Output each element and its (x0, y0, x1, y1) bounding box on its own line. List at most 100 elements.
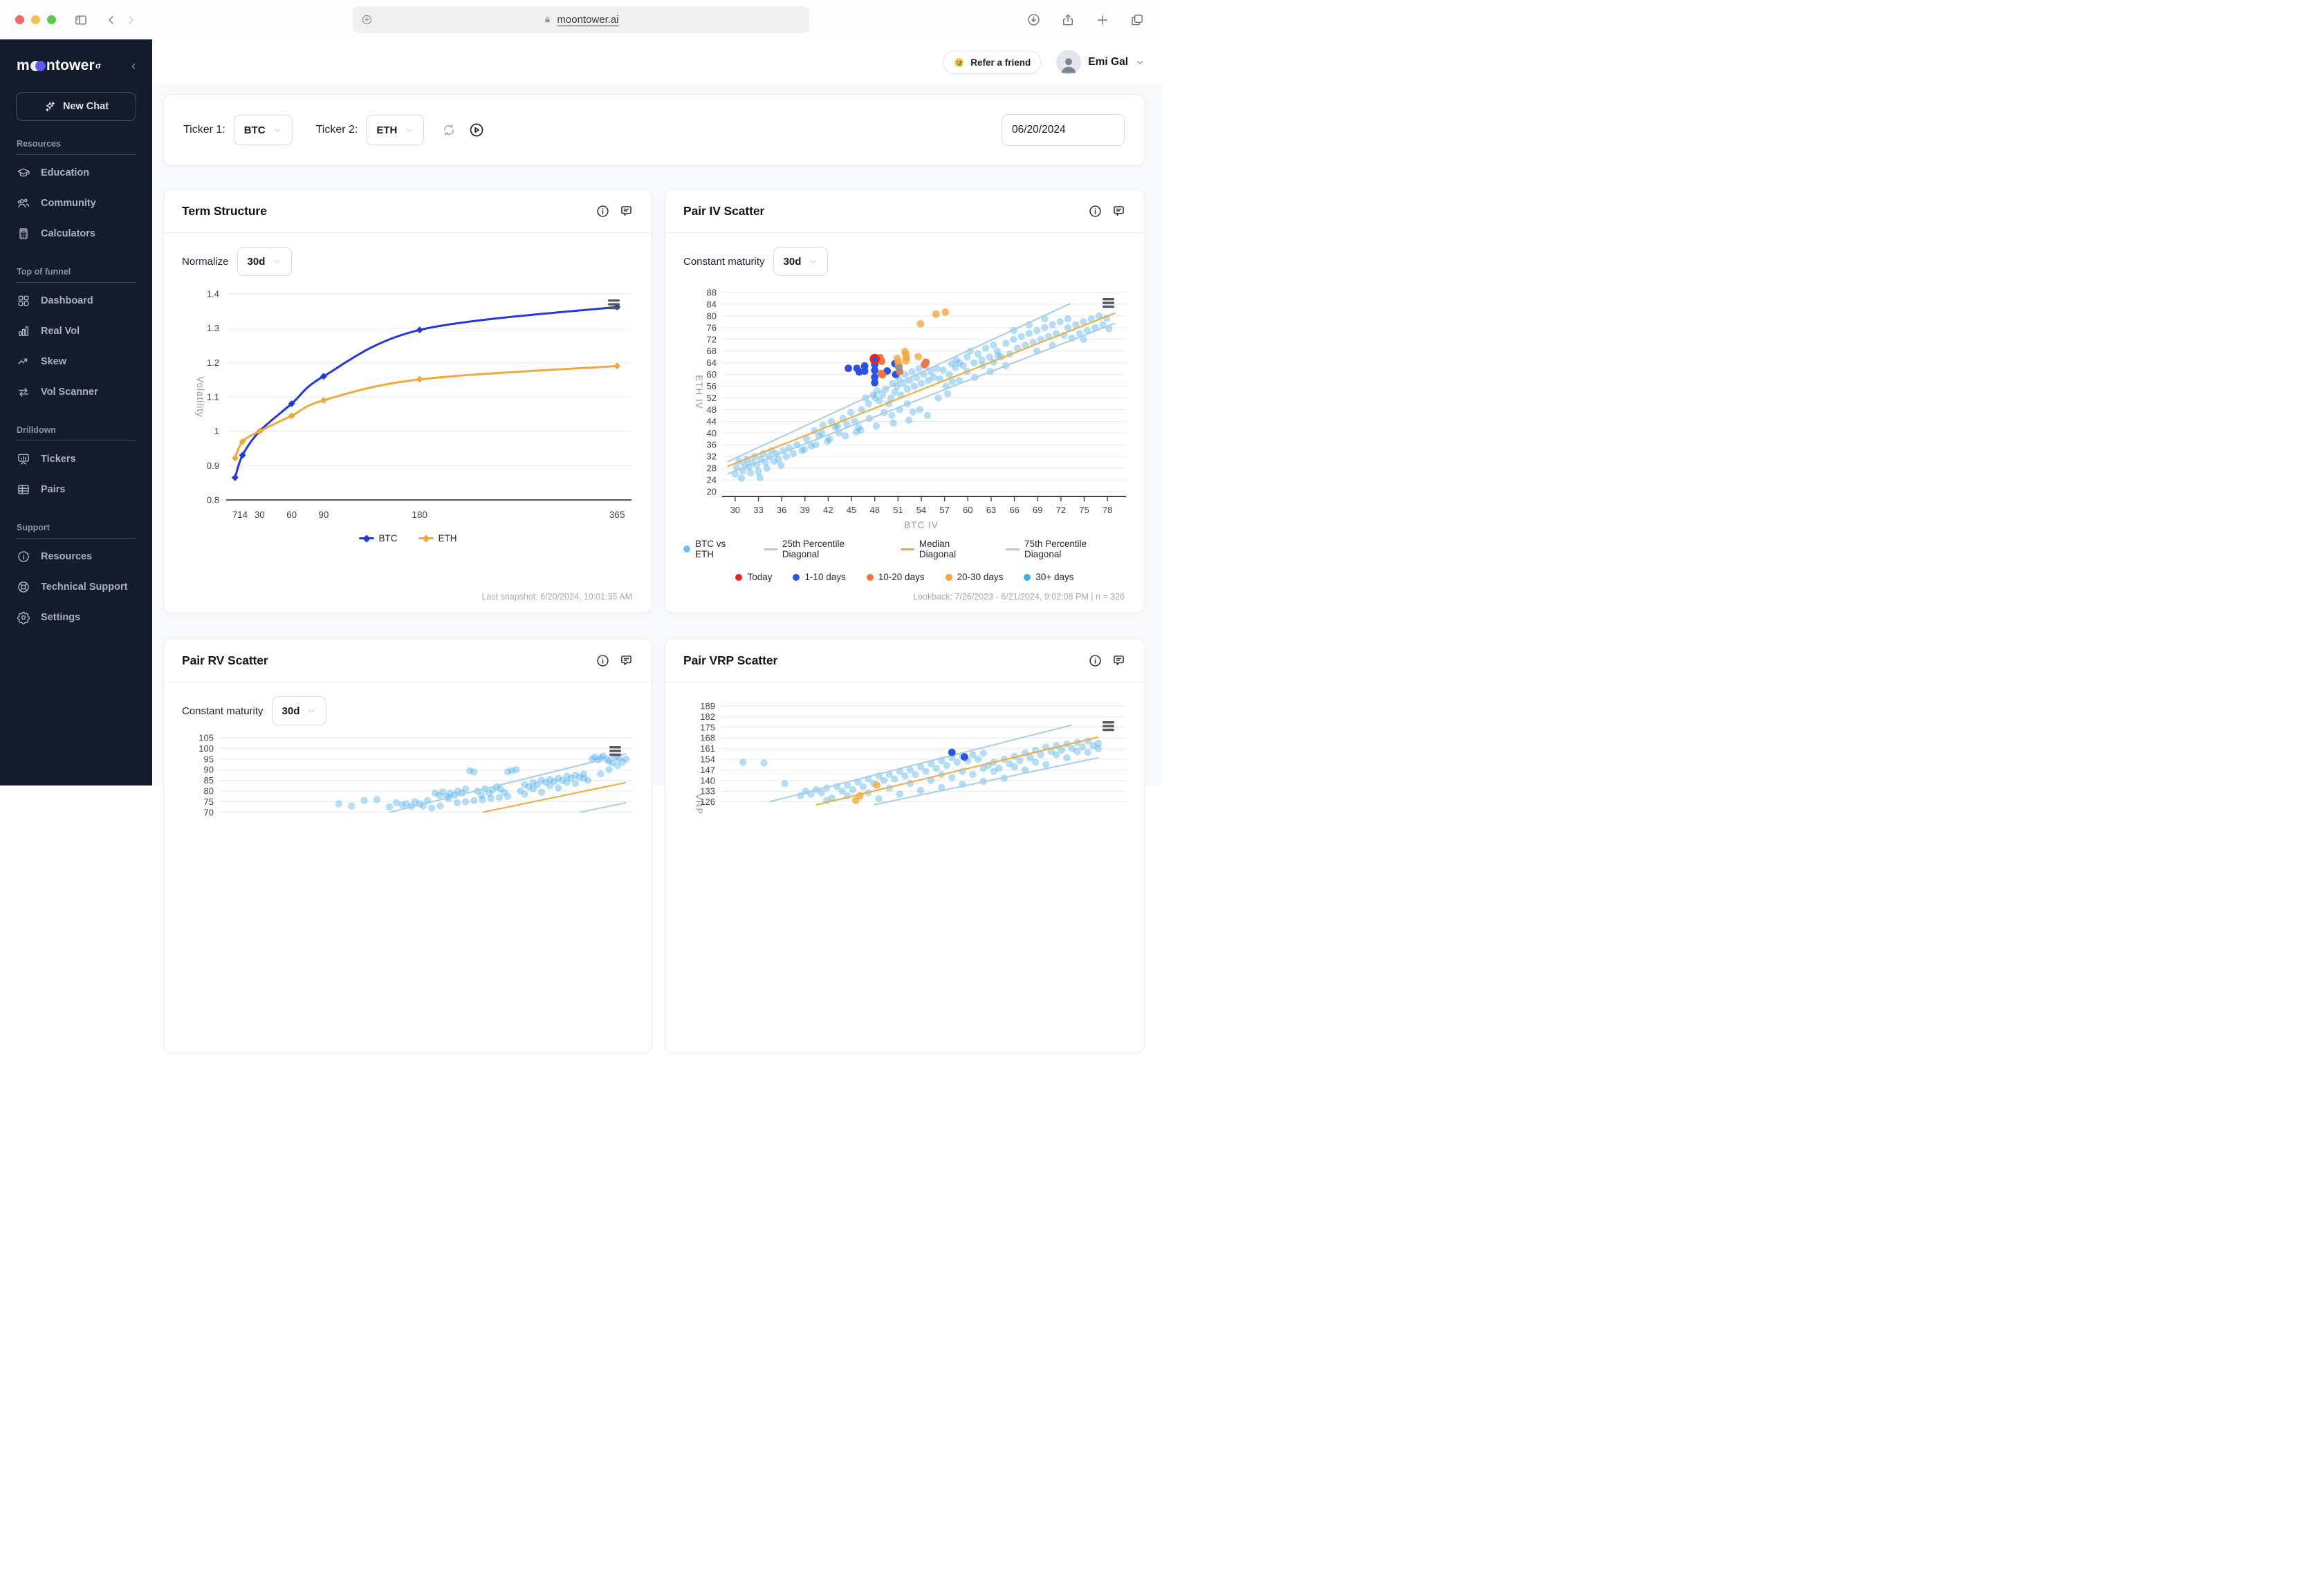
share-button[interactable] (1058, 10, 1078, 30)
legend-item-median-diagonal[interactable]: Median Diagonal (900, 539, 989, 559)
zoom-window-button[interactable] (47, 15, 56, 24)
legend-item-30-days[interactable]: 30+ days (1024, 572, 1074, 582)
legend-item-20-30-days[interactable]: 20-30 days (945, 572, 1003, 582)
ticker1-select[interactable]: BTC (233, 115, 293, 145)
moontower-logo[interactable]: m ntower σ (17, 57, 101, 74)
svg-text:75: 75 (1079, 505, 1089, 515)
info-button[interactable] (1088, 653, 1103, 668)
lifebuoy-icon (17, 580, 30, 594)
svg-text:60: 60 (286, 510, 297, 520)
chart-menu-icon[interactable] (609, 746, 621, 756)
share-icon (1061, 13, 1075, 27)
tab-overview-button[interactable] (1127, 10, 1147, 30)
legend-item-eth[interactable]: ETH (418, 533, 457, 543)
legend-item-25th-percentile-diagonal[interactable]: 25th Percentile Diagonal (763, 539, 884, 559)
series-btc[interactable] (234, 306, 618, 479)
sidebar-item-skew[interactable]: Skew (0, 346, 152, 377)
scatter-series-pair-vrp[interactable] (739, 737, 1102, 804)
chevron-down-icon (272, 257, 282, 266)
minimize-window-button[interactable] (31, 15, 40, 24)
new-chat-button[interactable]: New Chat (16, 92, 136, 121)
last-snapshot-text: Last snapshot: 6/20/2024, 10:01:35 AM (481, 592, 632, 602)
comment-button[interactable] (1112, 204, 1126, 219)
info-button[interactable] (1088, 204, 1103, 219)
sidebar-item-education[interactable]: Education (0, 158, 152, 188)
legend-swatch (735, 573, 743, 581)
sidebar-item-resources[interactable]: Resources (0, 541, 152, 572)
legend-item-10-20-days[interactable]: 10-20 days (866, 572, 925, 582)
today-point[interactable] (869, 353, 880, 364)
constant-maturity-select[interactable]: 30d (773, 247, 829, 276)
chart-menu-icon[interactable] (608, 299, 620, 310)
sparkles-icon (44, 100, 56, 113)
term-structure-chart[interactable]: 1.4 1.3 1.2 1.1 1 0.9 0.8 Volatility 7 14 30 60 90 18… (182, 283, 635, 533)
series-eth[interactable] (234, 364, 618, 459)
sidebar-item-label: Calculators (41, 228, 95, 239)
close-window-button[interactable] (15, 15, 24, 24)
iv-series-legend: BTC vs ETH 25th Percentile Diagonal Median… (683, 539, 1126, 559)
download-icon (1026, 12, 1041, 27)
sidebar-item-vol-scanner[interactable]: Vol Scanner (0, 377, 152, 407)
comment-button[interactable] (619, 653, 634, 668)
sidebar-item-label: Pairs (41, 484, 66, 495)
legend-swatch (358, 534, 374, 543)
scatter-series-1-10-days[interactable] (948, 748, 968, 761)
scatter-series-pair-rv[interactable] (335, 752, 630, 812)
downloads-button[interactable] (1024, 10, 1043, 30)
sidebar-item-label: Resources (41, 551, 93, 562)
diagonal-75th-percentile-diagonal (768, 724, 1073, 803)
swap-tickers-button[interactable] (442, 123, 456, 137)
ticker2-select[interactable]: ETH (366, 115, 425, 145)
user-menu[interactable]: Emi Gal (1056, 50, 1145, 75)
legend-item-today[interactable]: Today (735, 572, 772, 582)
comment-button[interactable] (1112, 653, 1126, 668)
legend-label: 1-10 days (804, 572, 846, 582)
logo-sigma: σ (95, 61, 102, 71)
sidebar-item-calculators[interactable]: Calculators (0, 219, 152, 249)
sidebar-item-tickers[interactable]: Tickers (0, 444, 152, 474)
chart-menu-icon[interactable] (1103, 721, 1114, 732)
run-button[interactable] (468, 122, 485, 138)
refer-a-friend-button[interactable]: Refer a friend (943, 50, 1042, 74)
scatter-series-other[interactable] (895, 364, 903, 372)
scatter-series-20-30-days[interactable] (851, 781, 880, 804)
pair-iv-scatter-chart[interactable]: 888480767268646056524844403632282420ETH … (683, 283, 1127, 530)
svg-text:Volatility: Volatility (195, 376, 205, 418)
sidebar-collapse-button[interactable]: ‹ (131, 59, 136, 73)
sidebar-item-dashboard[interactable]: Dashboard (0, 286, 152, 316)
ticker-toolbar: Ticker 1: BTC Ticker 2: ETH (163, 94, 1145, 166)
diagonal-median-diagonal (482, 781, 627, 813)
date-input[interactable] (1002, 114, 1125, 146)
constant-maturity-select[interactable]: 30d (271, 696, 327, 725)
sidebar-item-technical-support[interactable]: Technical Support (0, 572, 152, 602)
legend-swatch (1024, 573, 1031, 581)
legend-item-btc[interactable]: BTC (358, 533, 398, 543)
sidebar-item-community[interactable]: Community (0, 188, 152, 219)
address-bar[interactable]: moontower.ai (353, 6, 809, 33)
scatter-series-30-days[interactable] (731, 312, 1113, 482)
legend-item-btc-vs-eth[interactable]: BTC vs ETH (683, 539, 747, 559)
legend-item-75th-percentile-diagonal[interactable]: 75th Percentile Diagonal (1006, 539, 1126, 559)
comment-button[interactable] (619, 204, 634, 219)
browser-back-button[interactable] (102, 10, 121, 30)
svg-text:68: 68 (707, 346, 717, 356)
svg-text:0.9: 0.9 (207, 461, 219, 471)
browser-forward-button[interactable] (121, 10, 140, 30)
new-tab-button[interactable] (1093, 10, 1112, 30)
info-button[interactable] (596, 204, 610, 219)
chart-menu-icon[interactable] (1103, 298, 1114, 308)
normalize-select[interactable]: 30d (237, 247, 293, 276)
legend-swatch (418, 534, 434, 543)
svg-text:105: 105 (199, 733, 214, 743)
swap-icon (17, 385, 30, 399)
scatter-series-20-30-days[interactable] (893, 308, 950, 369)
sidebar-item-real-vol[interactable]: Real Vol (0, 316, 152, 346)
sidebar-item-settings[interactable]: Settings (0, 602, 152, 633)
sidebar-toggle-button[interactable] (71, 10, 91, 30)
new-chat-label: New Chat (62, 101, 109, 112)
sidebar-item-pairs[interactable]: Pairs (0, 474, 152, 505)
info-button[interactable] (596, 653, 610, 668)
legend-item-1-10-days[interactable]: 1-10 days (793, 572, 846, 582)
